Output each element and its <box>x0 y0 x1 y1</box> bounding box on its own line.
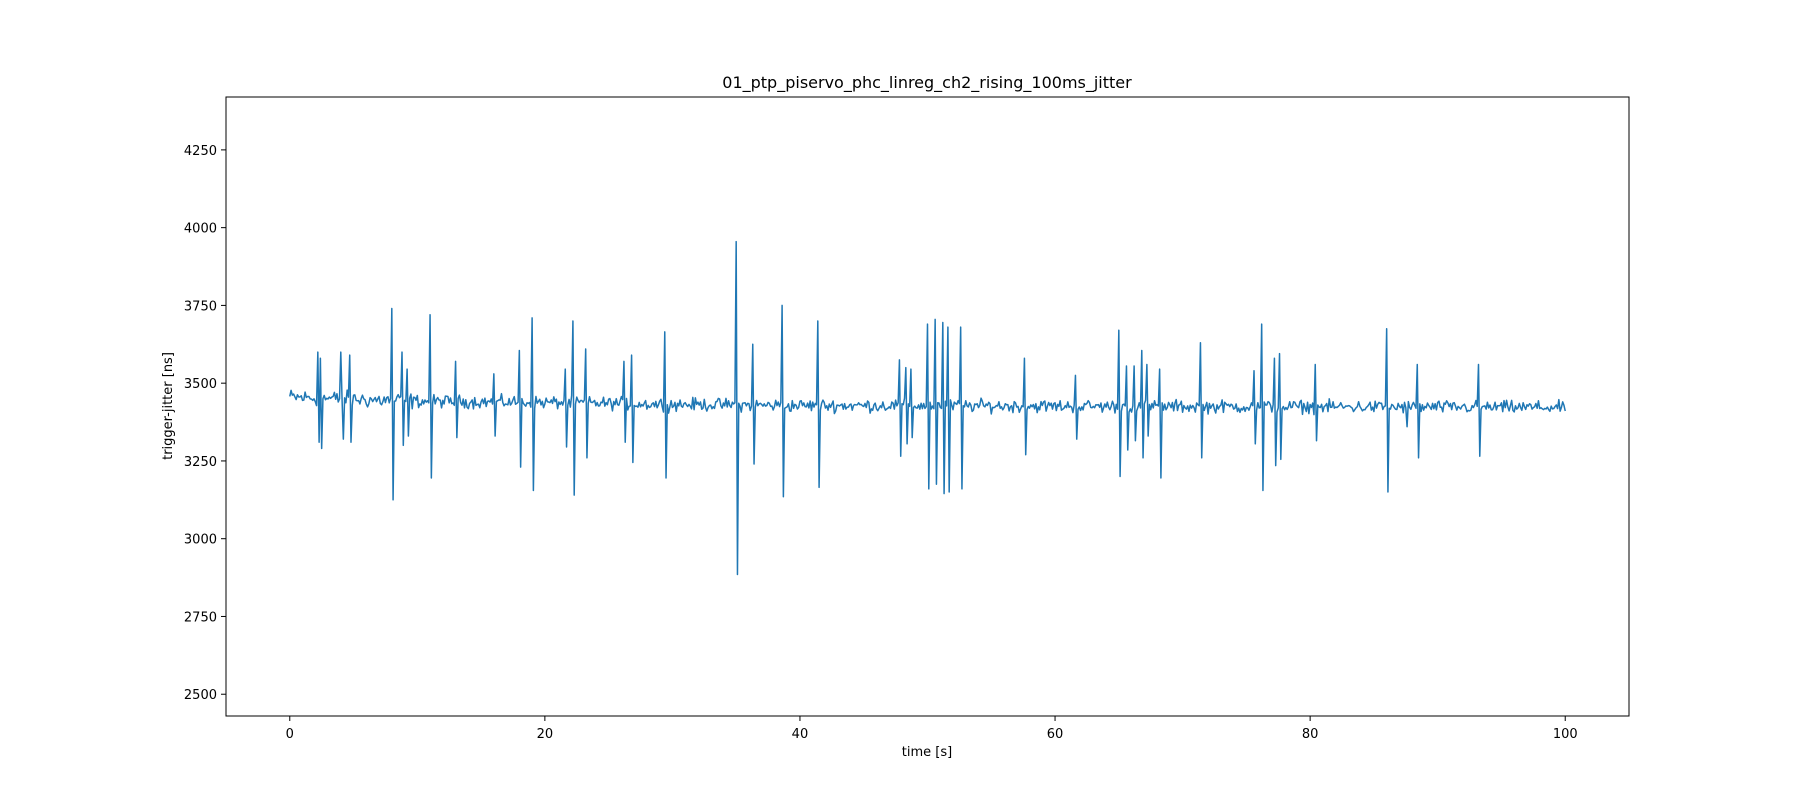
y-axis-label: trigger-jitter [ns] <box>161 352 176 460</box>
axes-frame <box>225 96 1630 717</box>
y-tick-label: 2500 <box>184 688 217 703</box>
x-tick-label: 20 <box>537 727 554 742</box>
x-tick-label: 0 <box>286 727 294 742</box>
y-tick-label: 3500 <box>184 377 217 392</box>
y-tick-label: 3750 <box>184 299 217 314</box>
plot-area <box>289 240 1566 576</box>
x-tick-label: 80 <box>1302 727 1319 742</box>
x-tick-label: 100 <box>1553 727 1578 742</box>
x-tick-label: 60 <box>1047 727 1064 742</box>
x-axis-ticks: 0 20 40 60 80 100 <box>286 716 1578 742</box>
y-tick-label: 4000 <box>184 222 217 237</box>
x-tick-label: 40 <box>792 727 809 742</box>
x-axis-label: time [s] <box>902 745 952 760</box>
y-tick-label: 2750 <box>184 610 217 625</box>
chart-title: 01_ptp_piservo_phc_linreg_ch2_rising_100… <box>722 73 1132 93</box>
y-tick-label: 3250 <box>184 455 217 470</box>
y-axis-ticks: 2500 2750 3000 3250 3500 3750 4000 4250 <box>184 144 226 703</box>
y-tick-label: 3000 <box>184 533 217 548</box>
series-line-trigger-jitter <box>289 240 1566 576</box>
y-tick-label: 4250 <box>184 144 217 159</box>
